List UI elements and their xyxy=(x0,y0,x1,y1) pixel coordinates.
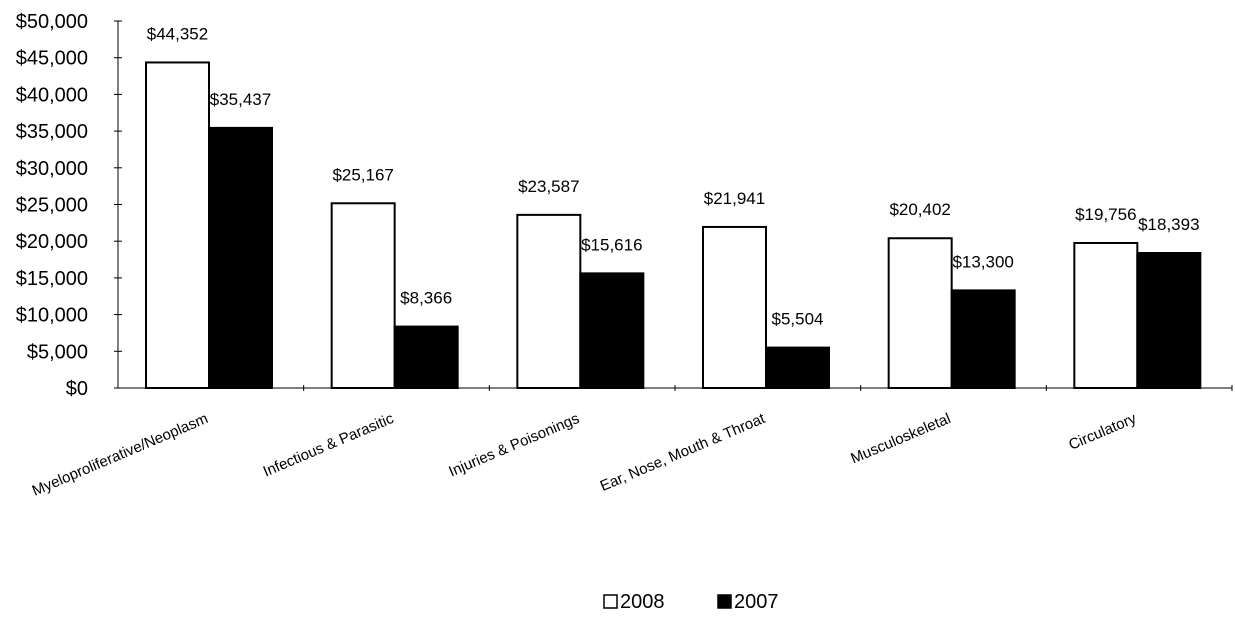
data-label-2008-5: $19,756 xyxy=(1075,205,1136,224)
bar-2007-4 xyxy=(950,289,1016,389)
y-tick-label: $15,000 xyxy=(16,268,88,290)
axis-layer: $0 $5,000 $10,000 $15,000 $20,000 $25,000 $30,… xyxy=(16,11,1233,400)
category-label-4: Musculoskeletal xyxy=(848,410,953,467)
y-tick-label: $20,000 xyxy=(16,231,88,253)
y-tick-label: $10,000 xyxy=(16,305,88,327)
data-label-2007-3: $5,504 xyxy=(772,310,824,329)
bar-layer xyxy=(145,61,1202,390)
y-tick-label: $0 xyxy=(66,378,88,400)
y-tick-label: $35,000 xyxy=(16,121,88,143)
y-tick-label: $25,000 xyxy=(16,195,88,217)
y-tick-label: $45,000 xyxy=(16,48,88,70)
data-label-2007-5: $18,393 xyxy=(1138,215,1199,234)
bar-2008-3 xyxy=(702,225,767,389)
bar-2008-0 xyxy=(145,61,210,389)
data-label-2008-0: $44,352 xyxy=(147,24,208,43)
data-label-2008-4: $20,402 xyxy=(889,200,950,219)
y-tick-label: $5,000 xyxy=(27,341,88,363)
legend-label-2007: 2007 xyxy=(734,591,779,613)
category-label-1: Infectious & Parasitic xyxy=(261,410,397,481)
bar-2007-2 xyxy=(579,272,645,390)
bar-2007-5 xyxy=(1136,251,1202,389)
data-label-2007-4: $13,300 xyxy=(952,252,1013,271)
y-tick-label: $40,000 xyxy=(16,84,88,106)
y-tick-label: $50,000 xyxy=(16,11,88,33)
data-label-2007-2: $15,616 xyxy=(581,235,642,254)
bar-2008-5 xyxy=(1073,241,1139,389)
legend-label-2008: 2008 xyxy=(620,591,665,613)
bar-2007-3 xyxy=(765,346,830,390)
legend: 2008 2007 xyxy=(603,591,779,613)
data-label-2008-3: $21,941 xyxy=(704,189,765,208)
category-label-2: Injuries & Poisonings xyxy=(446,410,582,480)
bar-2008-4 xyxy=(887,237,953,389)
data-label-2007-0: $35,437 xyxy=(210,90,271,109)
category-label-0: Myeloproliferative/Neoplasm xyxy=(30,410,211,500)
data-label-2008-2: $23,587 xyxy=(518,177,579,196)
category-label-5: Circulatory xyxy=(1066,410,1139,454)
bar-2007-0 xyxy=(208,126,273,389)
data-label-2008-1: $25,167 xyxy=(332,165,393,184)
bar-2008-2 xyxy=(516,213,582,389)
data-label-2007-1: $8,366 xyxy=(400,289,452,308)
y-tick-label: $30,000 xyxy=(16,158,88,180)
category-label-3: Ear, Nose, Mouth & Throat xyxy=(598,410,769,495)
bar-2008-1 xyxy=(330,202,396,389)
legend-swatch-2008 xyxy=(603,594,618,609)
bar-2007-1 xyxy=(393,325,459,390)
legend-swatch-2007 xyxy=(717,594,732,609)
